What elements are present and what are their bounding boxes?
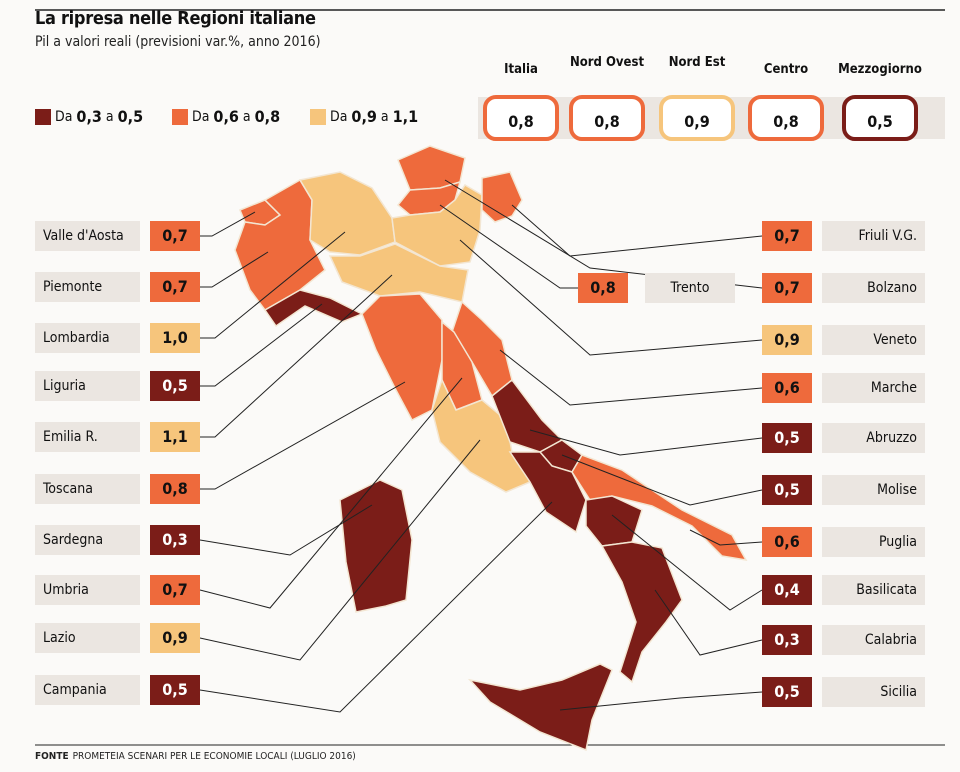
region-value: 0,7	[150, 272, 200, 302]
region-value: 1,1	[150, 422, 200, 452]
legend-from: 0,9	[351, 107, 377, 126]
region-calabria	[600, 541, 683, 684]
region-label: Umbria	[35, 575, 140, 605]
region-label: Valle d'Aosta	[35, 221, 140, 251]
macro-value: 0,8	[748, 95, 824, 141]
region-label: Marche	[822, 373, 925, 403]
region-value: 0,5	[762, 475, 812, 505]
region-label: Basilicata	[822, 575, 925, 605]
region-emilia	[328, 243, 469, 303]
region-veneto	[391, 183, 483, 267]
region-label: Sicilia	[822, 677, 925, 707]
legend-swatch	[35, 108, 51, 125]
region-value: 0,5	[762, 677, 812, 707]
region-label: Liguria	[35, 371, 140, 401]
regions	[234, 145, 748, 752]
region-value: 0,4	[762, 575, 812, 605]
region-toscana	[361, 293, 443, 421]
region-label: Veneto	[822, 325, 925, 355]
region-friuli	[481, 171, 523, 223]
region-value: 0,7	[762, 273, 812, 303]
title: La ripresa nelle Regioni italiane	[35, 8, 316, 29]
region-label: Friuli V.G.	[822, 221, 925, 251]
region-value: 0,3	[762, 625, 812, 655]
region-label: Calabria	[822, 625, 925, 655]
region-value: 0,6	[762, 527, 812, 557]
macro-value: 0,9	[659, 95, 735, 141]
region-label: Campania	[35, 675, 140, 705]
legend-to: 0,8	[254, 107, 281, 126]
region-label: Toscana	[35, 474, 140, 504]
legend-to: 0,5	[117, 107, 144, 126]
region-value: 0,5	[150, 675, 200, 705]
region-value: 0,5	[150, 371, 200, 401]
source-text: PROMETEIA SCENARI PER LE ECONOMIE LOCALI…	[72, 751, 356, 762]
source: FONTE PROMETEIA SCENARI PER LE ECONOMIE L…	[35, 751, 356, 762]
region-value: 0,9	[762, 325, 812, 355]
region-value: 0,9	[150, 623, 200, 653]
legend-prefix: Da	[330, 108, 348, 125]
legend-to: 1,1	[392, 107, 419, 126]
region-lombardia	[298, 171, 396, 256]
legend-from: 0,6	[213, 107, 239, 126]
legend-item: Da 0,9 a 1,1	[310, 107, 418, 126]
legend-joiner: a	[242, 108, 251, 125]
macro-name: Centro	[763, 62, 809, 77]
macro-name: Nord Ovest	[569, 55, 645, 70]
legend-item: Da 0,3 a 0,5	[35, 107, 143, 126]
region-value: 0,7	[762, 221, 812, 251]
source-label: FONTE	[35, 751, 69, 762]
macro-value: 0,5	[842, 95, 918, 141]
macro-value: 0,8	[569, 95, 645, 141]
region-label: Abruzzo	[822, 423, 925, 453]
region-value: 0,3	[150, 525, 200, 555]
region-liguria	[263, 289, 364, 328]
region-label: Piemonte	[35, 272, 140, 302]
legend-item: Da 0,6 a 0,8	[172, 107, 280, 126]
region-value: 1,0	[150, 323, 200, 353]
region-label: Sardegna	[35, 525, 140, 555]
legend-swatch	[310, 108, 326, 125]
macro-name: Nord Est	[668, 55, 726, 70]
region-value: 0,6	[762, 373, 812, 403]
region-label: Lombardia	[35, 323, 140, 353]
region-label: Bolzano	[822, 273, 925, 303]
macro-value: 0,8	[483, 95, 559, 141]
macro-name: Mezzogiorno	[838, 62, 922, 77]
legend-from: 0,3	[76, 107, 102, 126]
legend-prefix: Da	[192, 108, 210, 125]
legend-swatch	[172, 108, 188, 125]
leader-lines	[199, 179, 763, 713]
region-value: 0,8	[150, 474, 200, 504]
region-label: Emilia R.	[35, 422, 140, 452]
subtitle: Pil a valori reali (previsioni var.%, an…	[35, 34, 321, 50]
region-label: Trento	[645, 273, 735, 303]
legend-joiner: a	[105, 108, 114, 125]
region-value: 0,5	[762, 423, 812, 453]
region-sicilia	[467, 663, 613, 752]
macro-name: Italia	[504, 62, 538, 77]
legend-joiner: a	[380, 108, 389, 125]
region-label: Molise	[822, 475, 925, 505]
region-label: Puglia	[822, 527, 925, 557]
legend-prefix: Da	[55, 108, 73, 125]
region-value: 0,7	[150, 575, 200, 605]
region-basilicata	[585, 495, 643, 547]
region-value: 0,8	[578, 273, 628, 303]
region-sardegna	[339, 479, 413, 613]
region-value: 0,7	[150, 221, 200, 251]
region-label: Lazio	[35, 623, 140, 653]
